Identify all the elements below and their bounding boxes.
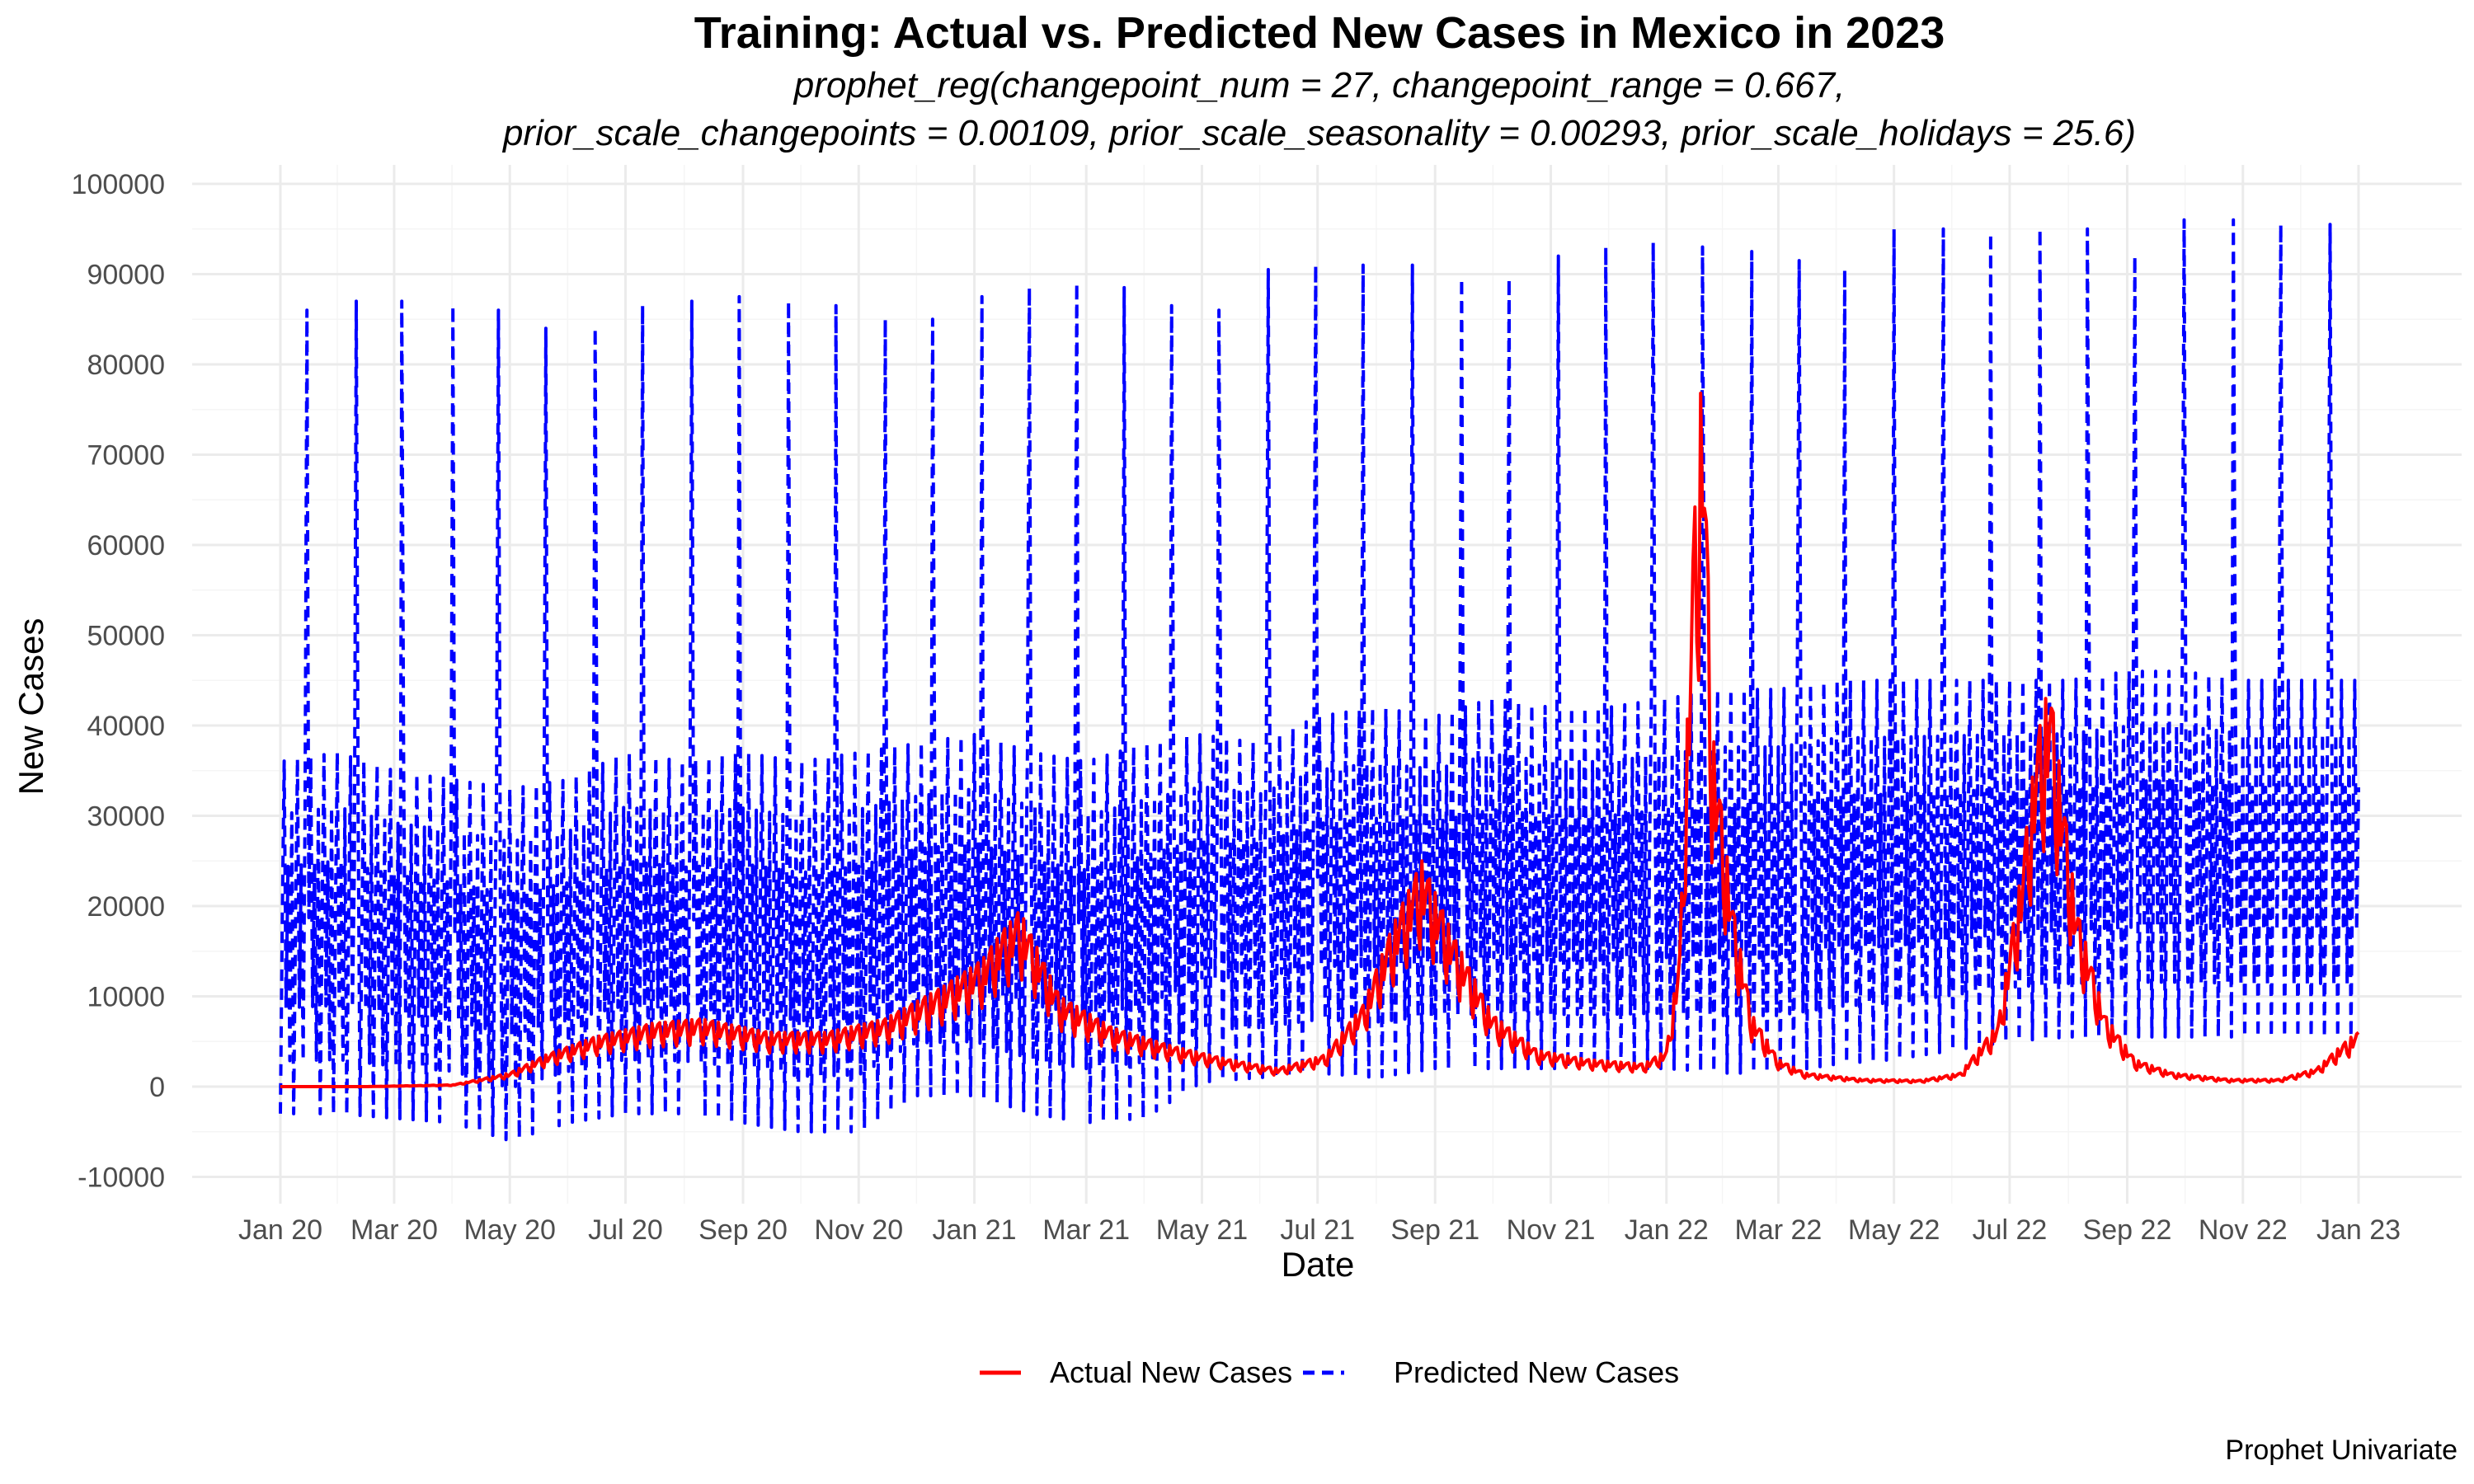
- y-tick-label: 50000: [87, 621, 165, 652]
- y-tick-label: 60000: [87, 530, 165, 561]
- x-tick-label: Nov 21: [1507, 1214, 1596, 1246]
- y-tick-label: 0: [149, 1072, 165, 1103]
- y-tick-label: 20000: [87, 891, 165, 923]
- y-tick-label: -10000: [78, 1162, 165, 1194]
- chart-title: Training: Actual vs. Predicted New Cases…: [694, 8, 1945, 58]
- chart-subtitle-line-2: prior_scale_changepoints = 0.00109, prio…: [501, 113, 2136, 153]
- x-tick-label: Jul 20: [588, 1214, 663, 1246]
- series-actual-line: [280, 392, 2360, 1088]
- y-tick-label: 80000: [87, 350, 165, 381]
- x-tick-label: Sep 21: [1390, 1214, 1479, 1246]
- y-axis-title: New Cases: [12, 618, 50, 796]
- x-tick-label: Jul 22: [1973, 1214, 2048, 1246]
- x-axis-title: Date: [1282, 1245, 1355, 1284]
- y-tick-label: 100000: [72, 169, 165, 200]
- chart-subtitle-line-1: prophet_reg(changepoint_num = 27, change…: [793, 65, 1846, 106]
- x-tick-label: Jan 20: [238, 1214, 322, 1246]
- x-tick-label: Mar 20: [350, 1214, 438, 1246]
- series-predicted-line: [279, 218, 2360, 1142]
- y-tick-label: 90000: [87, 260, 165, 291]
- legend-label-actual: Actual New Cases: [1050, 1355, 1292, 1389]
- y-axis-ticks: -10000 0 10000 20000 30000 40000 50000 60000 700…: [72, 169, 165, 1194]
- x-tick-label: Mar 22: [1735, 1214, 1823, 1246]
- x-tick-label: May 22: [1848, 1214, 1940, 1246]
- y-tick-label: 40000: [87, 711, 165, 742]
- x-axis-ticks: Jan 20 Mar 20 May 20 Jul 20 Sep 20 Nov 20 Jan …: [238, 1214, 2401, 1246]
- x-tick-label: Nov 20: [814, 1214, 903, 1246]
- x-tick-label: Jul 21: [1280, 1214, 1355, 1246]
- y-tick-label: 30000: [87, 801, 165, 833]
- chart-caption: Prophet Univariate: [2225, 1435, 2458, 1466]
- x-tick-label: May 21: [1156, 1214, 1249, 1246]
- x-tick-label: Sep 20: [698, 1214, 788, 1246]
- series-layer: [279, 218, 2360, 1142]
- y-tick-label: 70000: [87, 440, 165, 472]
- x-tick-label: Mar 21: [1042, 1214, 1130, 1246]
- x-tick-label: Jan 22: [1625, 1214, 1709, 1246]
- x-tick-label: May 20: [463, 1214, 556, 1246]
- y-tick-label: 10000: [87, 982, 165, 1013]
- x-tick-label: Jan 23: [2316, 1214, 2401, 1246]
- x-tick-label: Jan 21: [932, 1214, 1016, 1246]
- x-tick-label: Sep 22: [2083, 1214, 2172, 1246]
- x-tick-label: Nov 22: [2199, 1214, 2288, 1246]
- legend-label-predicted: Predicted New Cases: [1394, 1355, 1679, 1389]
- legend: Actual New Cases Predicted New Cases: [980, 1355, 1679, 1389]
